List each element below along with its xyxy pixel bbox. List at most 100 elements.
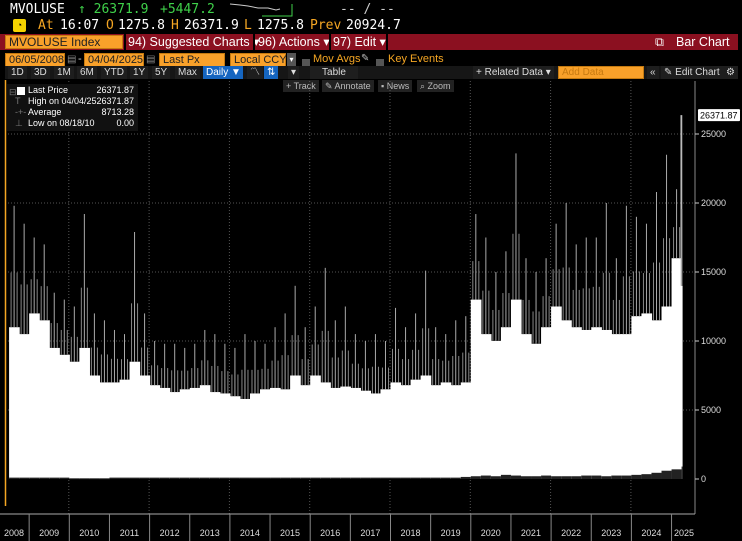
- external-link-icon[interactable]: ⧉: [655, 35, 664, 49]
- secondary-bar: [39, 477, 50, 479]
- secondary-bar: [69, 478, 80, 480]
- annotate-tool[interactable]: ✎ Annotate: [322, 80, 374, 92]
- low-label: L: [244, 18, 252, 33]
- period-max[interactable]: Max: [175, 66, 200, 79]
- secondary-bar: [29, 477, 40, 479]
- volume-bar: [9, 327, 20, 479]
- secondary-bar: [219, 477, 231, 479]
- gear-icon[interactable]: ⚙: [723, 66, 738, 79]
- start-date-input[interactable]: 06/05/2008: [5, 53, 65, 67]
- secondary-bar: [581, 475, 592, 479]
- at-label: At: [38, 18, 54, 33]
- edit-chart-label: Edit Chart: [675, 67, 720, 78]
- edit-menu[interactable]: 97) Edit ▾: [333, 35, 386, 49]
- prev-value: 20924.7: [346, 18, 401, 33]
- volume-bar: [500, 327, 512, 479]
- actions-menu[interactable]: 96) Actions ▾: [258, 35, 330, 49]
- security-field[interactable]: MVOLUSE Index: [5, 35, 123, 49]
- frequency-select[interactable]: Daily ▼: [203, 66, 243, 79]
- last-price: ↑ 26371.9: [78, 2, 149, 17]
- last-value-label: 26371.87: [700, 111, 738, 121]
- secondary-bar: [330, 477, 341, 479]
- secondary-bar: [631, 474, 643, 479]
- line-chart-icon[interactable]: 〽: [247, 66, 263, 79]
- legend-avg-value: 8713.28: [101, 107, 134, 117]
- secondary-bar: [159, 477, 171, 479]
- secondary-bar: [189, 477, 201, 479]
- volume-chart[interactable]: 0 5000 10000 15000 20000 25000 26371.87 2008 200…: [0, 79, 742, 541]
- x-tick-label: 2015: [280, 528, 300, 538]
- volume-bar: [29, 313, 40, 479]
- secondary-bar: [239, 477, 251, 479]
- secondary-bar: [591, 475, 602, 479]
- secondary-bar: [310, 477, 321, 479]
- secondary-bar: [59, 477, 70, 479]
- period-3d[interactable]: 3D: [31, 66, 50, 79]
- secondary-bar: [290, 477, 301, 479]
- y-tick-label: 10000: [701, 336, 726, 346]
- volume-bar: [119, 379, 131, 479]
- volume-bar: [179, 389, 191, 479]
- chevron-down-icon[interactable]: ▾: [287, 53, 296, 67]
- secondary-bar: [651, 472, 663, 479]
- secondary-bar: [260, 477, 271, 479]
- period-1m[interactable]: 1M: [54, 66, 74, 79]
- y-tick-label: 15000: [701, 267, 726, 277]
- period-1y[interactable]: 1Y: [130, 66, 149, 79]
- secondary-bar: [300, 477, 311, 479]
- volume-bar: [199, 385, 211, 479]
- suggested-charts-menu[interactable]: 94) Suggested Charts ▾: [128, 35, 260, 49]
- volume-bar: [410, 379, 422, 479]
- bar-chart-icon[interactable]: ⇅: [264, 66, 279, 79]
- field-select[interactable]: Last Px: [159, 53, 225, 67]
- key-events-checkbox[interactable]: [376, 55, 384, 69]
- table-button[interactable]: Table: [310, 66, 358, 79]
- add-data-input[interactable]: Add Data: [558, 66, 644, 79]
- secondary-bar: [149, 477, 161, 479]
- secondary-bar: [169, 477, 181, 479]
- edit-chart-button[interactable]: ✎ Edit Chart: [661, 66, 723, 79]
- volume-bar: [601, 329, 612, 479]
- period-ytd[interactable]: YTD: [101, 66, 127, 79]
- volume-bar: [440, 382, 452, 479]
- volume-bar: [480, 334, 492, 479]
- calendar-icon[interactable]: ▤: [146, 54, 156, 65]
- chart-type-label[interactable]: Bar Chart: [676, 35, 730, 49]
- secondary-bar: [139, 477, 151, 479]
- volume-bar: [380, 389, 392, 479]
- secondary-bar: [561, 476, 572, 479]
- secondary-bar: [410, 477, 422, 479]
- currency-select[interactable]: Local CCY: [230, 53, 287, 67]
- chevron-down-icon[interactable]: ▾: [288, 66, 300, 79]
- volume-bar: [189, 387, 201, 479]
- volume-bar: [490, 341, 502, 479]
- related-data-button[interactable]: + Related Data ▾: [473, 66, 554, 79]
- gauge-icon[interactable]: ◔: [13, 19, 26, 32]
- secondary-bar: [9, 477, 20, 479]
- track-tool[interactable]: + Track: [283, 80, 319, 92]
- secondary-bar: [450, 477, 462, 479]
- calendar-icon[interactable]: ▤: [67, 54, 77, 65]
- mov-avgs-checkbox[interactable]: [302, 55, 310, 69]
- x-tick-label: 2025: [674, 528, 694, 538]
- period-1d[interactable]: 1D: [8, 66, 27, 79]
- period-5y[interactable]: 5Y: [152, 66, 171, 79]
- pencil-icon[interactable]: ✎: [361, 53, 370, 64]
- y-tick-label: 0: [701, 474, 706, 484]
- volume-bar: [59, 354, 70, 479]
- volume-bar: [49, 347, 60, 479]
- end-date-input[interactable]: 04/04/2025: [84, 53, 144, 67]
- key-events-label[interactable]: Key Events: [388, 53, 444, 65]
- time: 16:07: [60, 18, 100, 33]
- zoom-tool[interactable]: ⌕ Zoom: [417, 80, 454, 92]
- period-6m[interactable]: 6M: [77, 66, 97, 79]
- volume-bar: [219, 393, 231, 479]
- volume-bar: [520, 334, 532, 479]
- secondary-bar: [340, 477, 351, 479]
- volume-bar: [561, 320, 572, 479]
- x-tick-label: 2014: [240, 528, 260, 538]
- news-tool[interactable]: ▪ News: [378, 80, 413, 92]
- collapse-icon[interactable]: «: [647, 66, 659, 79]
- mov-avgs-label[interactable]: Mov Avgs: [313, 53, 361, 65]
- series-swatch: [17, 87, 25, 95]
